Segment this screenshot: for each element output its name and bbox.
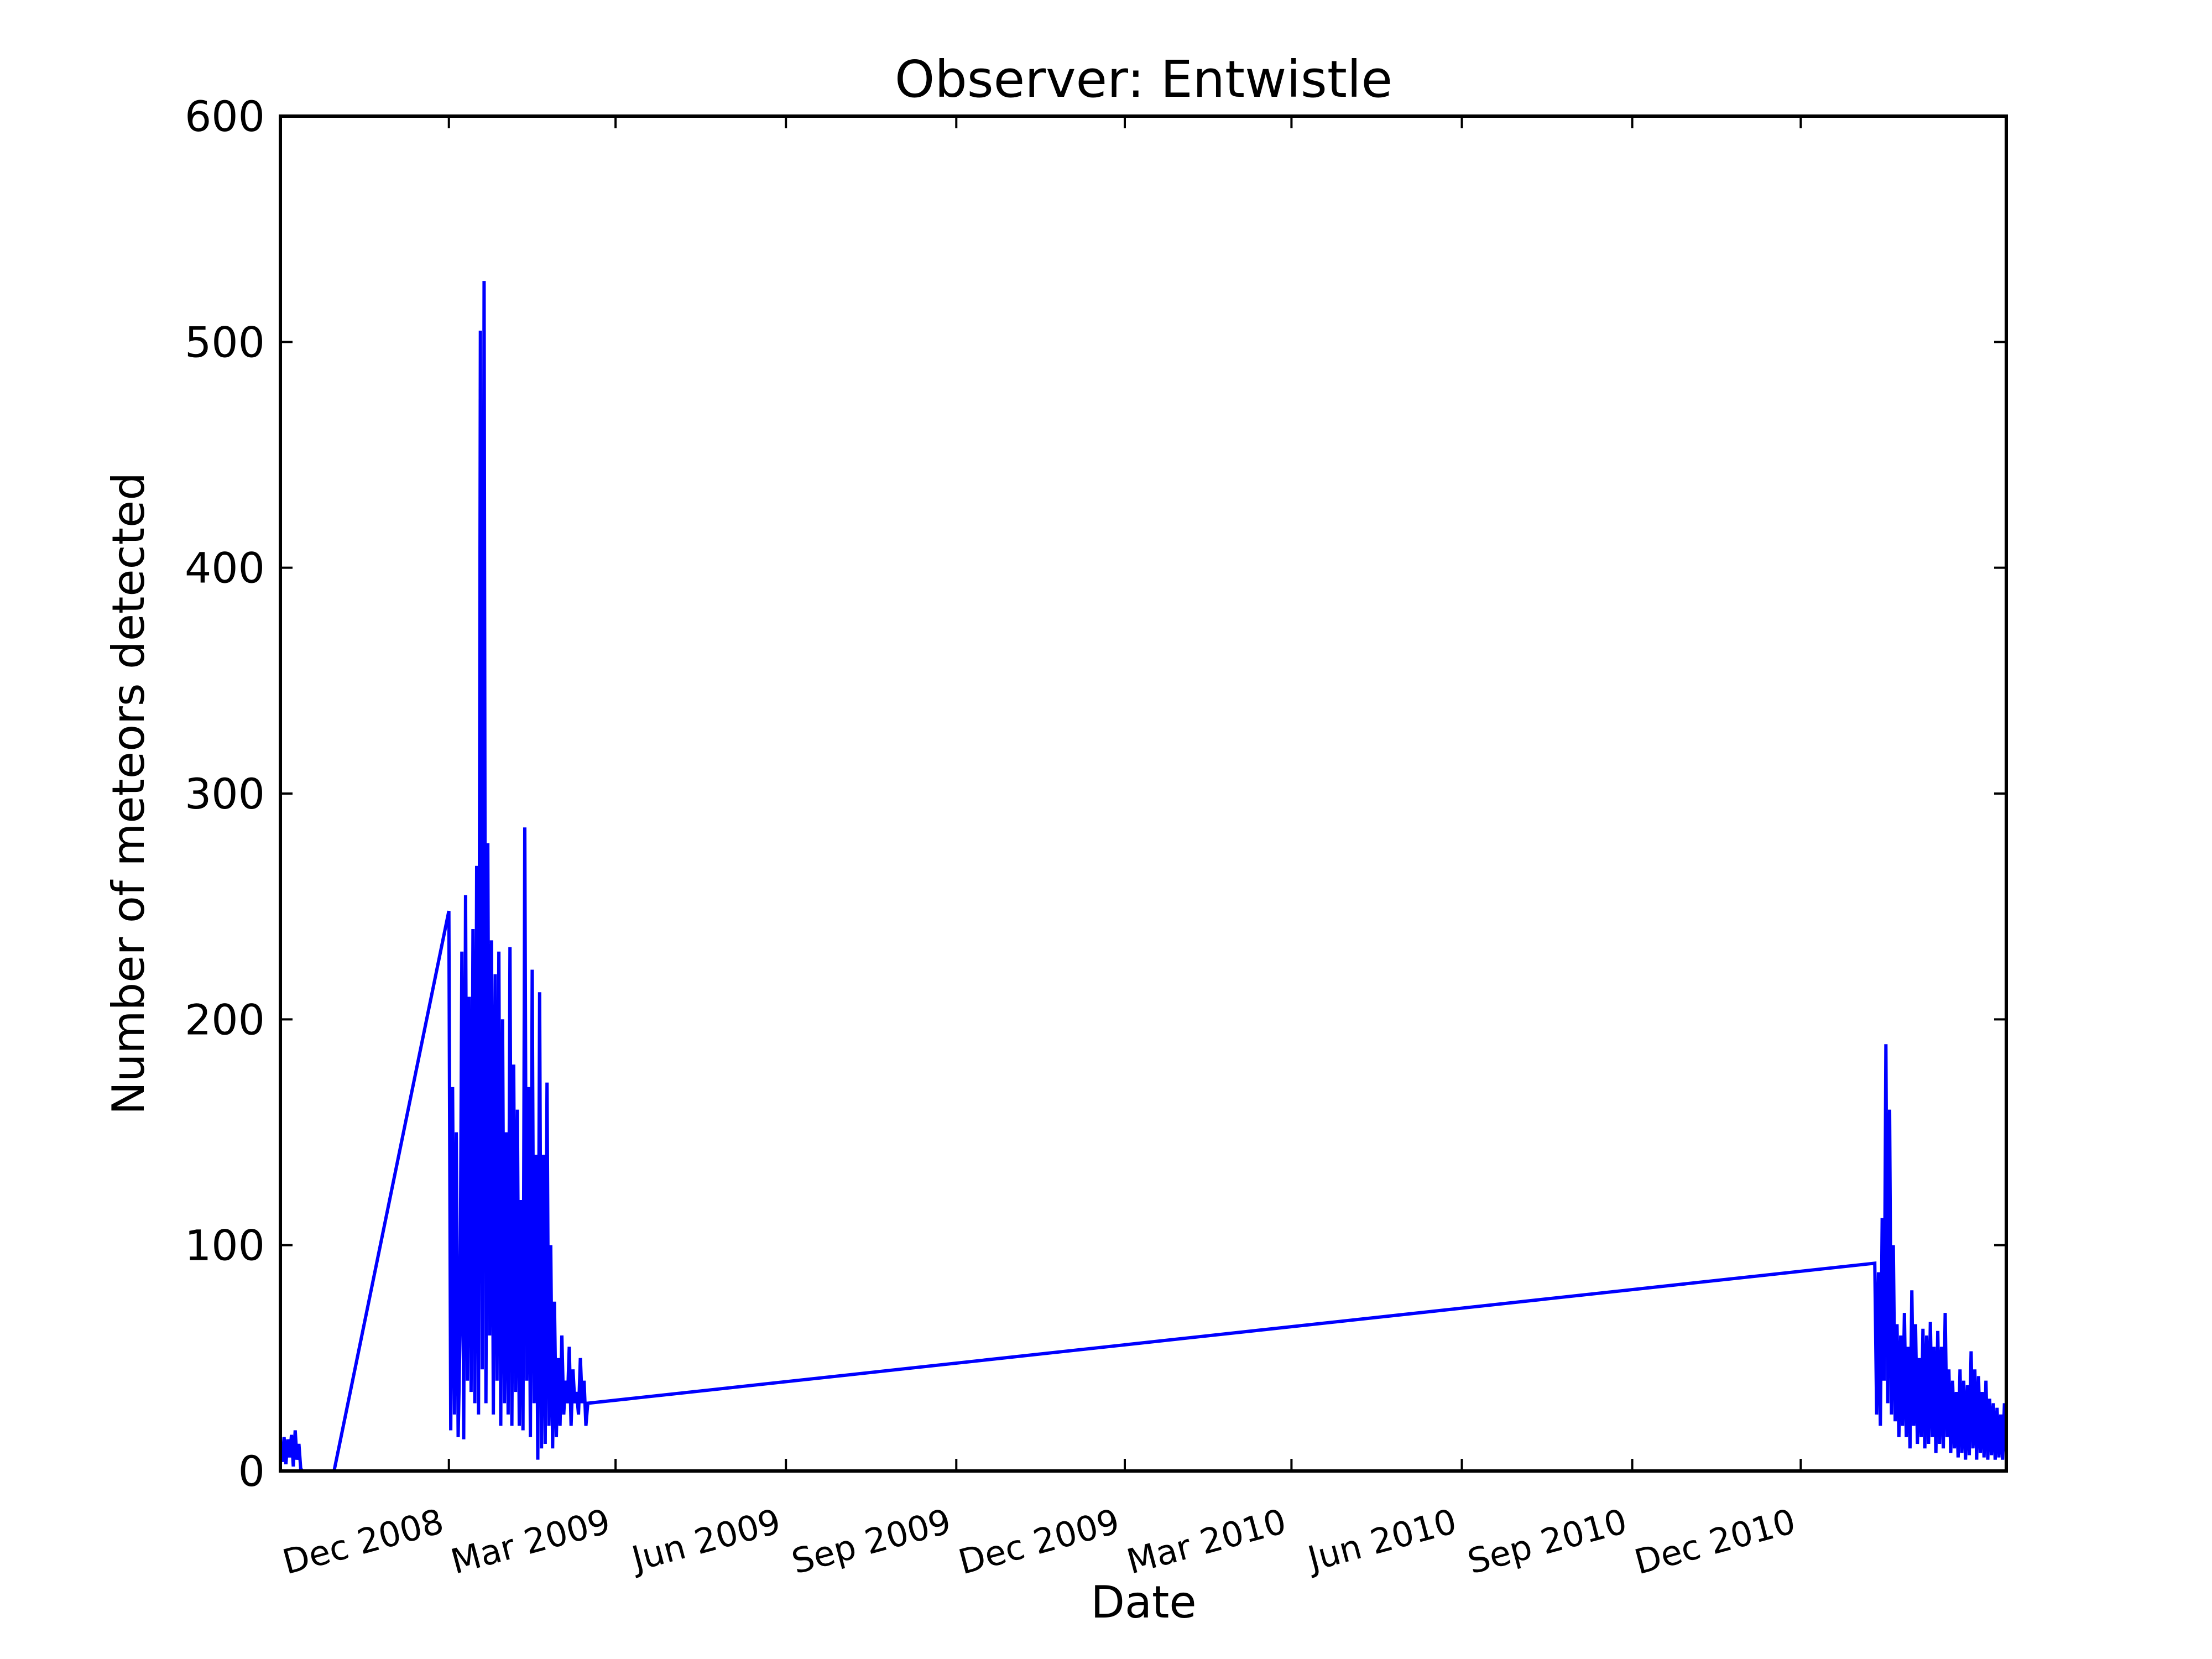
y-tick-label-500: 500: [185, 317, 265, 367]
axes-frame: [279, 114, 2008, 1473]
y-axis-label: Number of meteors detected: [103, 472, 154, 1115]
y-tick-label-400: 400: [185, 544, 265, 593]
y-tick-label-200: 200: [185, 995, 265, 1044]
chart-title: Observer: Entwistle: [895, 50, 1392, 109]
y-tick-label-100: 100: [185, 1221, 265, 1270]
y-tick-label-600: 600: [185, 92, 265, 141]
series-line-0: [280, 281, 2006, 1471]
y-tick-label-0: 0: [238, 1447, 265, 1496]
y-tick-label-300: 300: [185, 769, 265, 818]
x-axis-label: Date: [1091, 1577, 1196, 1628]
